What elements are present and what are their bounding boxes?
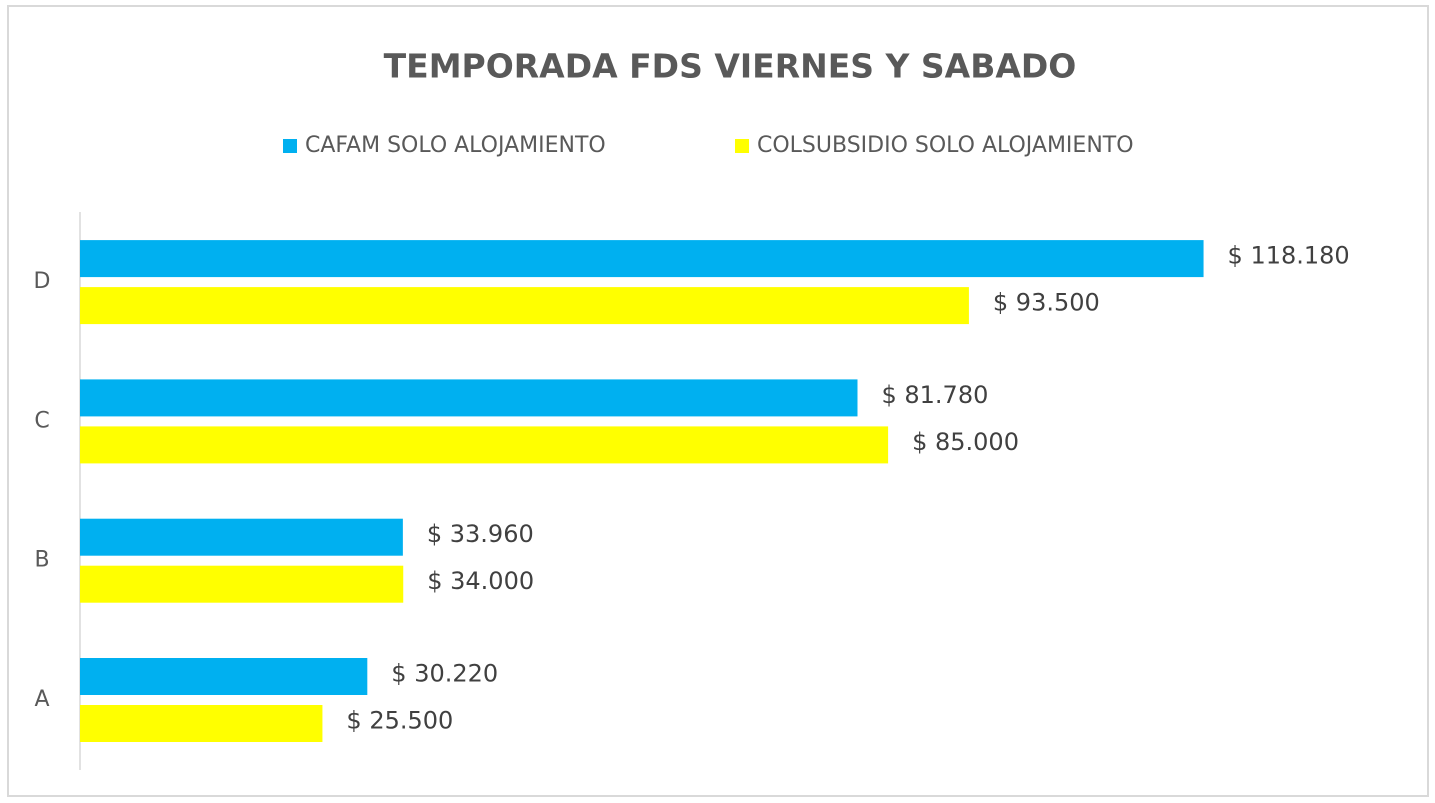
value-label: $ 81.780 <box>881 381 988 409</box>
bar <box>80 240 1204 278</box>
bar <box>80 518 403 556</box>
legend-label: CAFAM SOLO ALOJAMIENTO <box>305 133 606 158</box>
y-tick-label: C <box>34 408 49 433</box>
bar <box>80 565 404 603</box>
bar <box>80 658 368 695</box>
value-label: $ 30.220 <box>391 660 498 688</box>
bar <box>80 426 889 464</box>
value-label: $ 33.960 <box>427 520 534 548</box>
y-tick-label: B <box>34 548 49 573</box>
bar <box>80 705 323 742</box>
value-label: $ 118.180 <box>1228 242 1350 270</box>
legend-label: COLSUBSIDIO SOLO ALOJAMIENTO <box>757 133 1134 158</box>
chart-title: TEMPORADA FDS VIERNES Y SABADO <box>384 47 1077 86</box>
y-tick-label: A <box>34 687 49 712</box>
y-tick-label: D <box>34 269 51 294</box>
bar <box>80 287 969 325</box>
value-label: $ 93.500 <box>993 289 1100 317</box>
value-label: $ 34.000 <box>427 567 534 595</box>
bar <box>80 379 858 417</box>
value-label: $ 25.500 <box>346 707 453 735</box>
legend-swatch <box>283 139 297 153</box>
value-label: $ 85.000 <box>912 428 1019 456</box>
legend-swatch <box>735 139 749 153</box>
